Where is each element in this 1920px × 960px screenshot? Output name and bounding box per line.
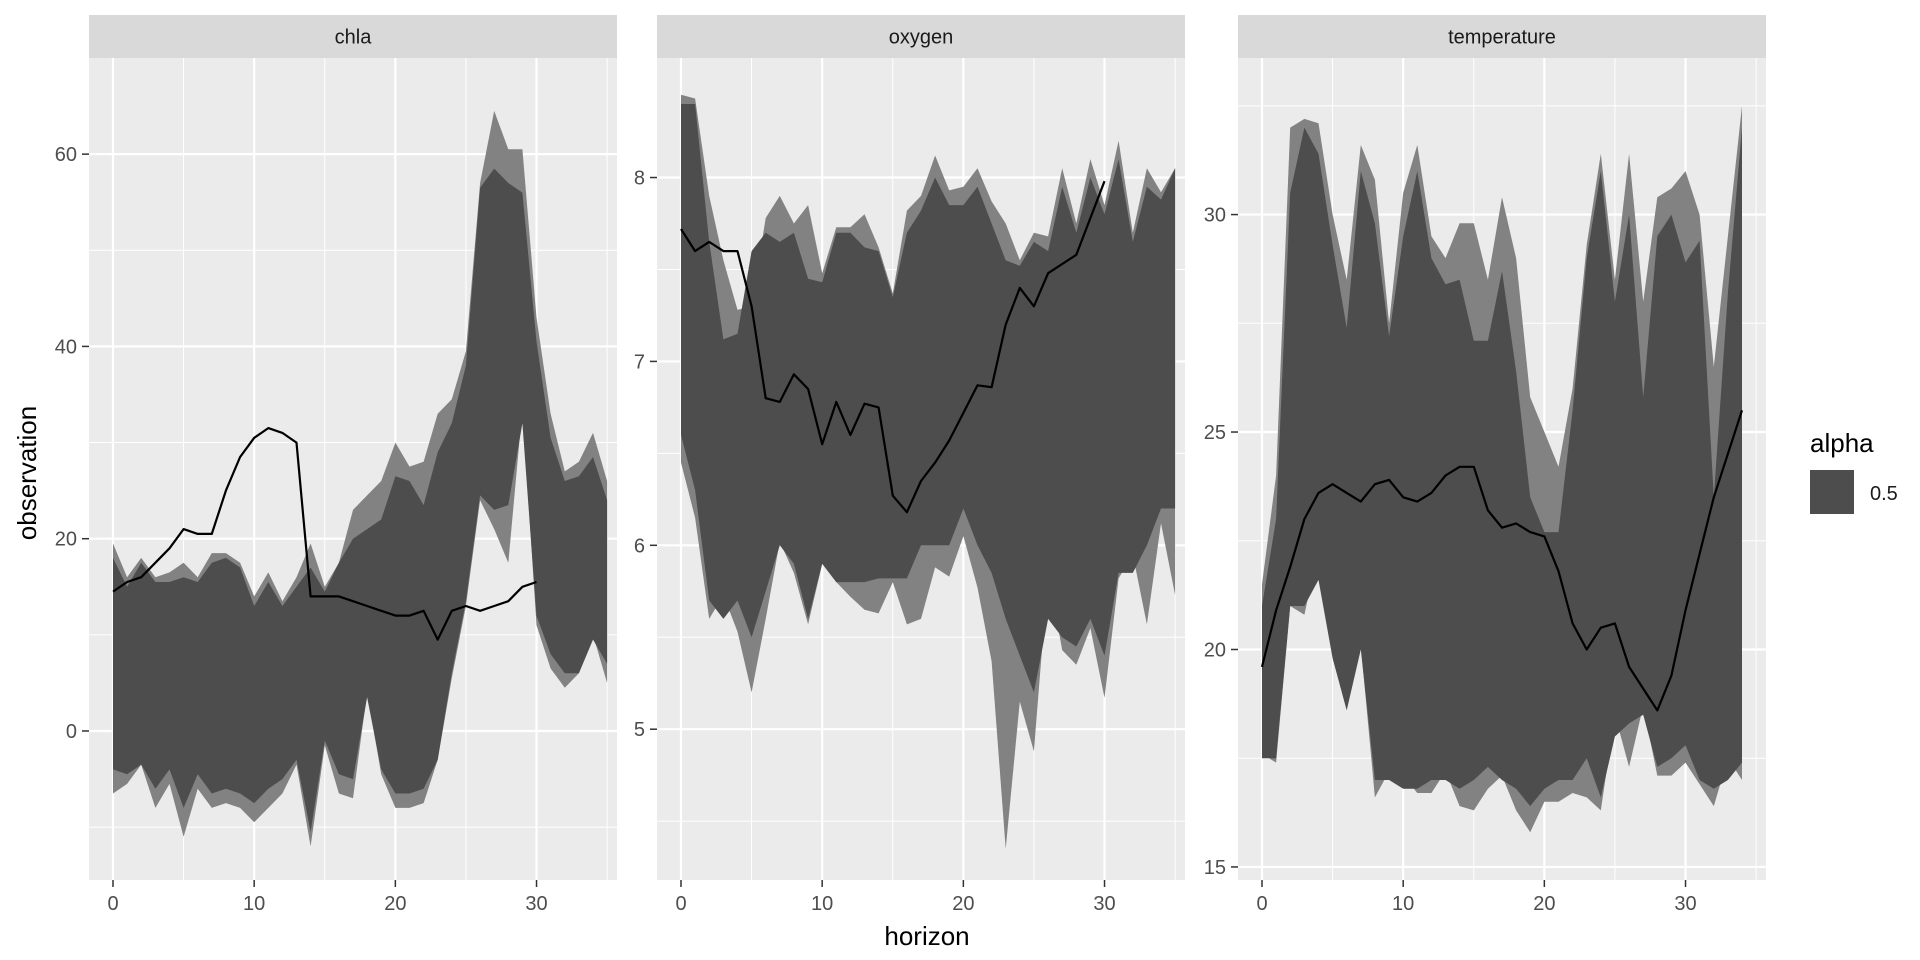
y-tick-label: 60 — [55, 144, 77, 166]
y-tick-label: 7 — [634, 351, 645, 373]
strip-label-chla: chla — [335, 27, 373, 49]
panel-temperature: temperature 0 10 20 30 15 20 25 30 — [1204, 15, 1766, 915]
inner-ribbon — [681, 104, 1176, 693]
y-tick-label: 25 — [1204, 422, 1226, 444]
y-tick-label: 15 — [1204, 857, 1226, 879]
legend-label: 0.5 — [1870, 483, 1898, 505]
observation-line — [680, 180, 1106, 514]
legend-key — [1810, 470, 1854, 514]
y-tick-label: 5 — [634, 719, 645, 741]
x-tick-label: 10 — [243, 893, 265, 915]
x-tick-label: 30 — [1674, 893, 1696, 915]
x-axis-title: horizon — [884, 921, 969, 951]
observation-line — [112, 427, 537, 641]
legend: alpha 0.5 — [1810, 428, 1898, 514]
x-tick-label: 20 — [952, 893, 974, 915]
legend-title: alpha — [1810, 428, 1874, 458]
panels-layer: chla 0 10 20 30 0 20 40 60 oxygen 0 10 20 30 5 6 7 8 tempe… — [55, 15, 1766, 915]
y-tick-label: 30 — [1204, 205, 1226, 227]
strip-label-temperature: temperature — [1448, 27, 1556, 49]
inner-ribbon — [113, 168, 608, 832]
y-tick-label: 20 — [1204, 639, 1226, 661]
y-tick-label: 6 — [634, 535, 645, 557]
inner-ribbon — [1262, 127, 1742, 807]
x-tick-label: 0 — [107, 893, 118, 915]
panel-chla: chla 0 10 20 30 0 20 40 60 — [55, 15, 617, 915]
y-axis-title: observation — [12, 406, 42, 540]
observation-line — [1260, 409, 1744, 712]
y-tick-label: 40 — [55, 336, 77, 358]
x-tick-label: 0 — [1256, 893, 1267, 915]
strip-bg — [657, 15, 1185, 58]
x-tick-label: 30 — [1093, 893, 1115, 915]
x-tick-label: 30 — [525, 893, 547, 915]
strip-bg — [1238, 15, 1766, 58]
panel-oxygen: oxygen 0 10 20 30 5 6 7 8 — [634, 15, 1185, 915]
strip-label-oxygen: oxygen — [889, 27, 954, 49]
y-tick-label: 20 — [55, 529, 77, 551]
x-tick-label: 10 — [811, 893, 833, 915]
strip-bg — [89, 15, 617, 58]
y-tick-label: 0 — [66, 721, 77, 743]
x-tick-label: 10 — [1392, 893, 1414, 915]
x-tick-label: 0 — [675, 893, 686, 915]
x-tick-label: 20 — [384, 893, 406, 915]
x-tick-label: 20 — [1533, 893, 1555, 915]
y-tick-label: 8 — [634, 168, 645, 190]
